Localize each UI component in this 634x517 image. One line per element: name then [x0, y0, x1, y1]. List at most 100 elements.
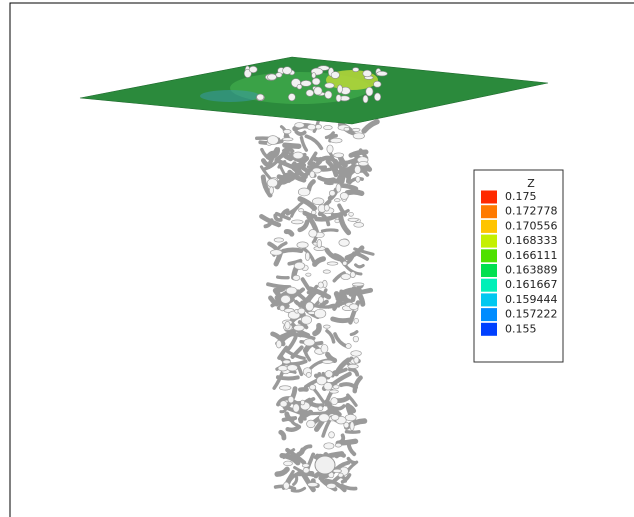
vortex-blob — [323, 125, 332, 129]
vortex-tube — [347, 192, 361, 194]
vortex-blob — [297, 242, 308, 248]
surface-vortex — [283, 67, 292, 75]
vortex-tube — [269, 244, 275, 248]
vortex-blob — [327, 483, 337, 488]
vortex-blob — [283, 129, 291, 133]
legend-swatch — [481, 308, 497, 321]
vortex-blob — [321, 344, 328, 352]
vortex-blob — [301, 316, 311, 324]
vortex-tube — [341, 185, 356, 189]
vortex-blob — [280, 305, 285, 311]
vortex-blob — [279, 386, 291, 390]
vortex-blob — [354, 357, 359, 363]
surface-vortex — [363, 95, 368, 103]
vortex-tube — [315, 326, 321, 335]
surface-vortex — [312, 73, 316, 79]
vortex-blob — [349, 304, 358, 310]
vortex-blob — [315, 124, 321, 129]
legend-swatch — [481, 205, 497, 218]
viewport: Z 0.1750.1727780.1705560.1683330.1661110… — [0, 0, 634, 517]
vortex-tube — [327, 330, 335, 342]
vortex-blob — [353, 336, 358, 342]
legend-swatch — [481, 191, 497, 204]
vortex-tube — [337, 454, 344, 456]
vortex-blob — [327, 145, 333, 153]
legend-label: 0.166111 — [505, 249, 558, 262]
legend-label: 0.159444 — [505, 293, 558, 306]
vortex-blob — [293, 404, 300, 413]
vortex-blob — [305, 302, 313, 311]
vortex-tube — [286, 231, 292, 234]
vortex-tube — [363, 121, 377, 131]
vortex-blob — [282, 138, 293, 141]
vortex-blob — [338, 473, 343, 477]
surface-vortex — [337, 85, 342, 93]
legend-label: 0.155 — [505, 322, 537, 335]
vortex-blob — [306, 372, 311, 377]
vortex-blob — [267, 136, 278, 145]
vortex-tube — [291, 421, 297, 426]
vortex-blob — [311, 210, 316, 214]
vortex-blob — [310, 171, 315, 178]
vortex-blob — [291, 220, 303, 224]
legend-swatch — [481, 264, 497, 277]
vortex-blob — [299, 209, 304, 212]
vortex-blob — [306, 273, 311, 276]
vortex-blob — [294, 262, 305, 269]
vortex-blob — [293, 152, 303, 159]
vortex-blob — [288, 396, 294, 403]
vortex-tube — [301, 445, 310, 452]
vortex-blob — [309, 230, 317, 238]
vortex-blob — [278, 366, 288, 371]
vortex-blob — [319, 414, 330, 422]
surface-vortex — [363, 70, 372, 77]
vortex-tube — [281, 432, 285, 438]
vortex-tube — [351, 332, 357, 335]
surface-vortex — [353, 68, 359, 72]
legend-swatch — [481, 249, 497, 262]
vortex-blob — [352, 128, 360, 131]
vortex-blob — [295, 123, 305, 128]
vortex-blob — [308, 482, 318, 486]
vortex-tube — [296, 132, 304, 134]
surface-vortex — [374, 93, 380, 101]
vortex-blob — [341, 274, 351, 280]
vortex-blob — [315, 456, 335, 474]
vortex-blob — [352, 283, 364, 286]
vortex-blob — [327, 262, 338, 265]
legend-swatch — [481, 293, 497, 306]
vortex-tube — [288, 338, 296, 351]
surface-vortex — [325, 91, 332, 99]
vortex-blob — [343, 261, 347, 265]
vortex-blob — [329, 190, 335, 196]
surface-vortex — [366, 87, 373, 96]
vortex-blob — [324, 443, 334, 449]
legend-swatch — [481, 235, 497, 248]
vortex-blob — [333, 385, 339, 389]
legend-label: 0.161667 — [505, 278, 558, 291]
vortex-tube — [268, 284, 289, 287]
surface-vortex — [312, 78, 320, 85]
vortex-blob — [345, 414, 356, 420]
vortex-blob — [324, 205, 329, 211]
vortex-tube — [298, 366, 301, 374]
vortex-blob — [335, 443, 341, 447]
vortex-tube — [338, 298, 349, 301]
surface-vortex — [301, 80, 311, 86]
legend-swatch — [481, 279, 497, 292]
vortex-blob — [323, 325, 330, 328]
surface-vortex — [267, 74, 276, 80]
vortex-tube — [308, 181, 314, 190]
vortex-blob — [356, 176, 360, 182]
vortex-tube — [326, 183, 333, 184]
vortex-blob — [330, 138, 342, 143]
vortex-blob — [323, 270, 330, 273]
vortex-blob — [307, 124, 315, 130]
legend-label: 0.157222 — [505, 308, 558, 321]
vortex-tube — [338, 441, 355, 443]
vortex-tube — [339, 215, 349, 234]
vortex-tube — [336, 406, 344, 409]
vortex-blob — [329, 432, 335, 438]
vortex-blob — [310, 385, 316, 390]
vortex-blob — [334, 199, 340, 202]
